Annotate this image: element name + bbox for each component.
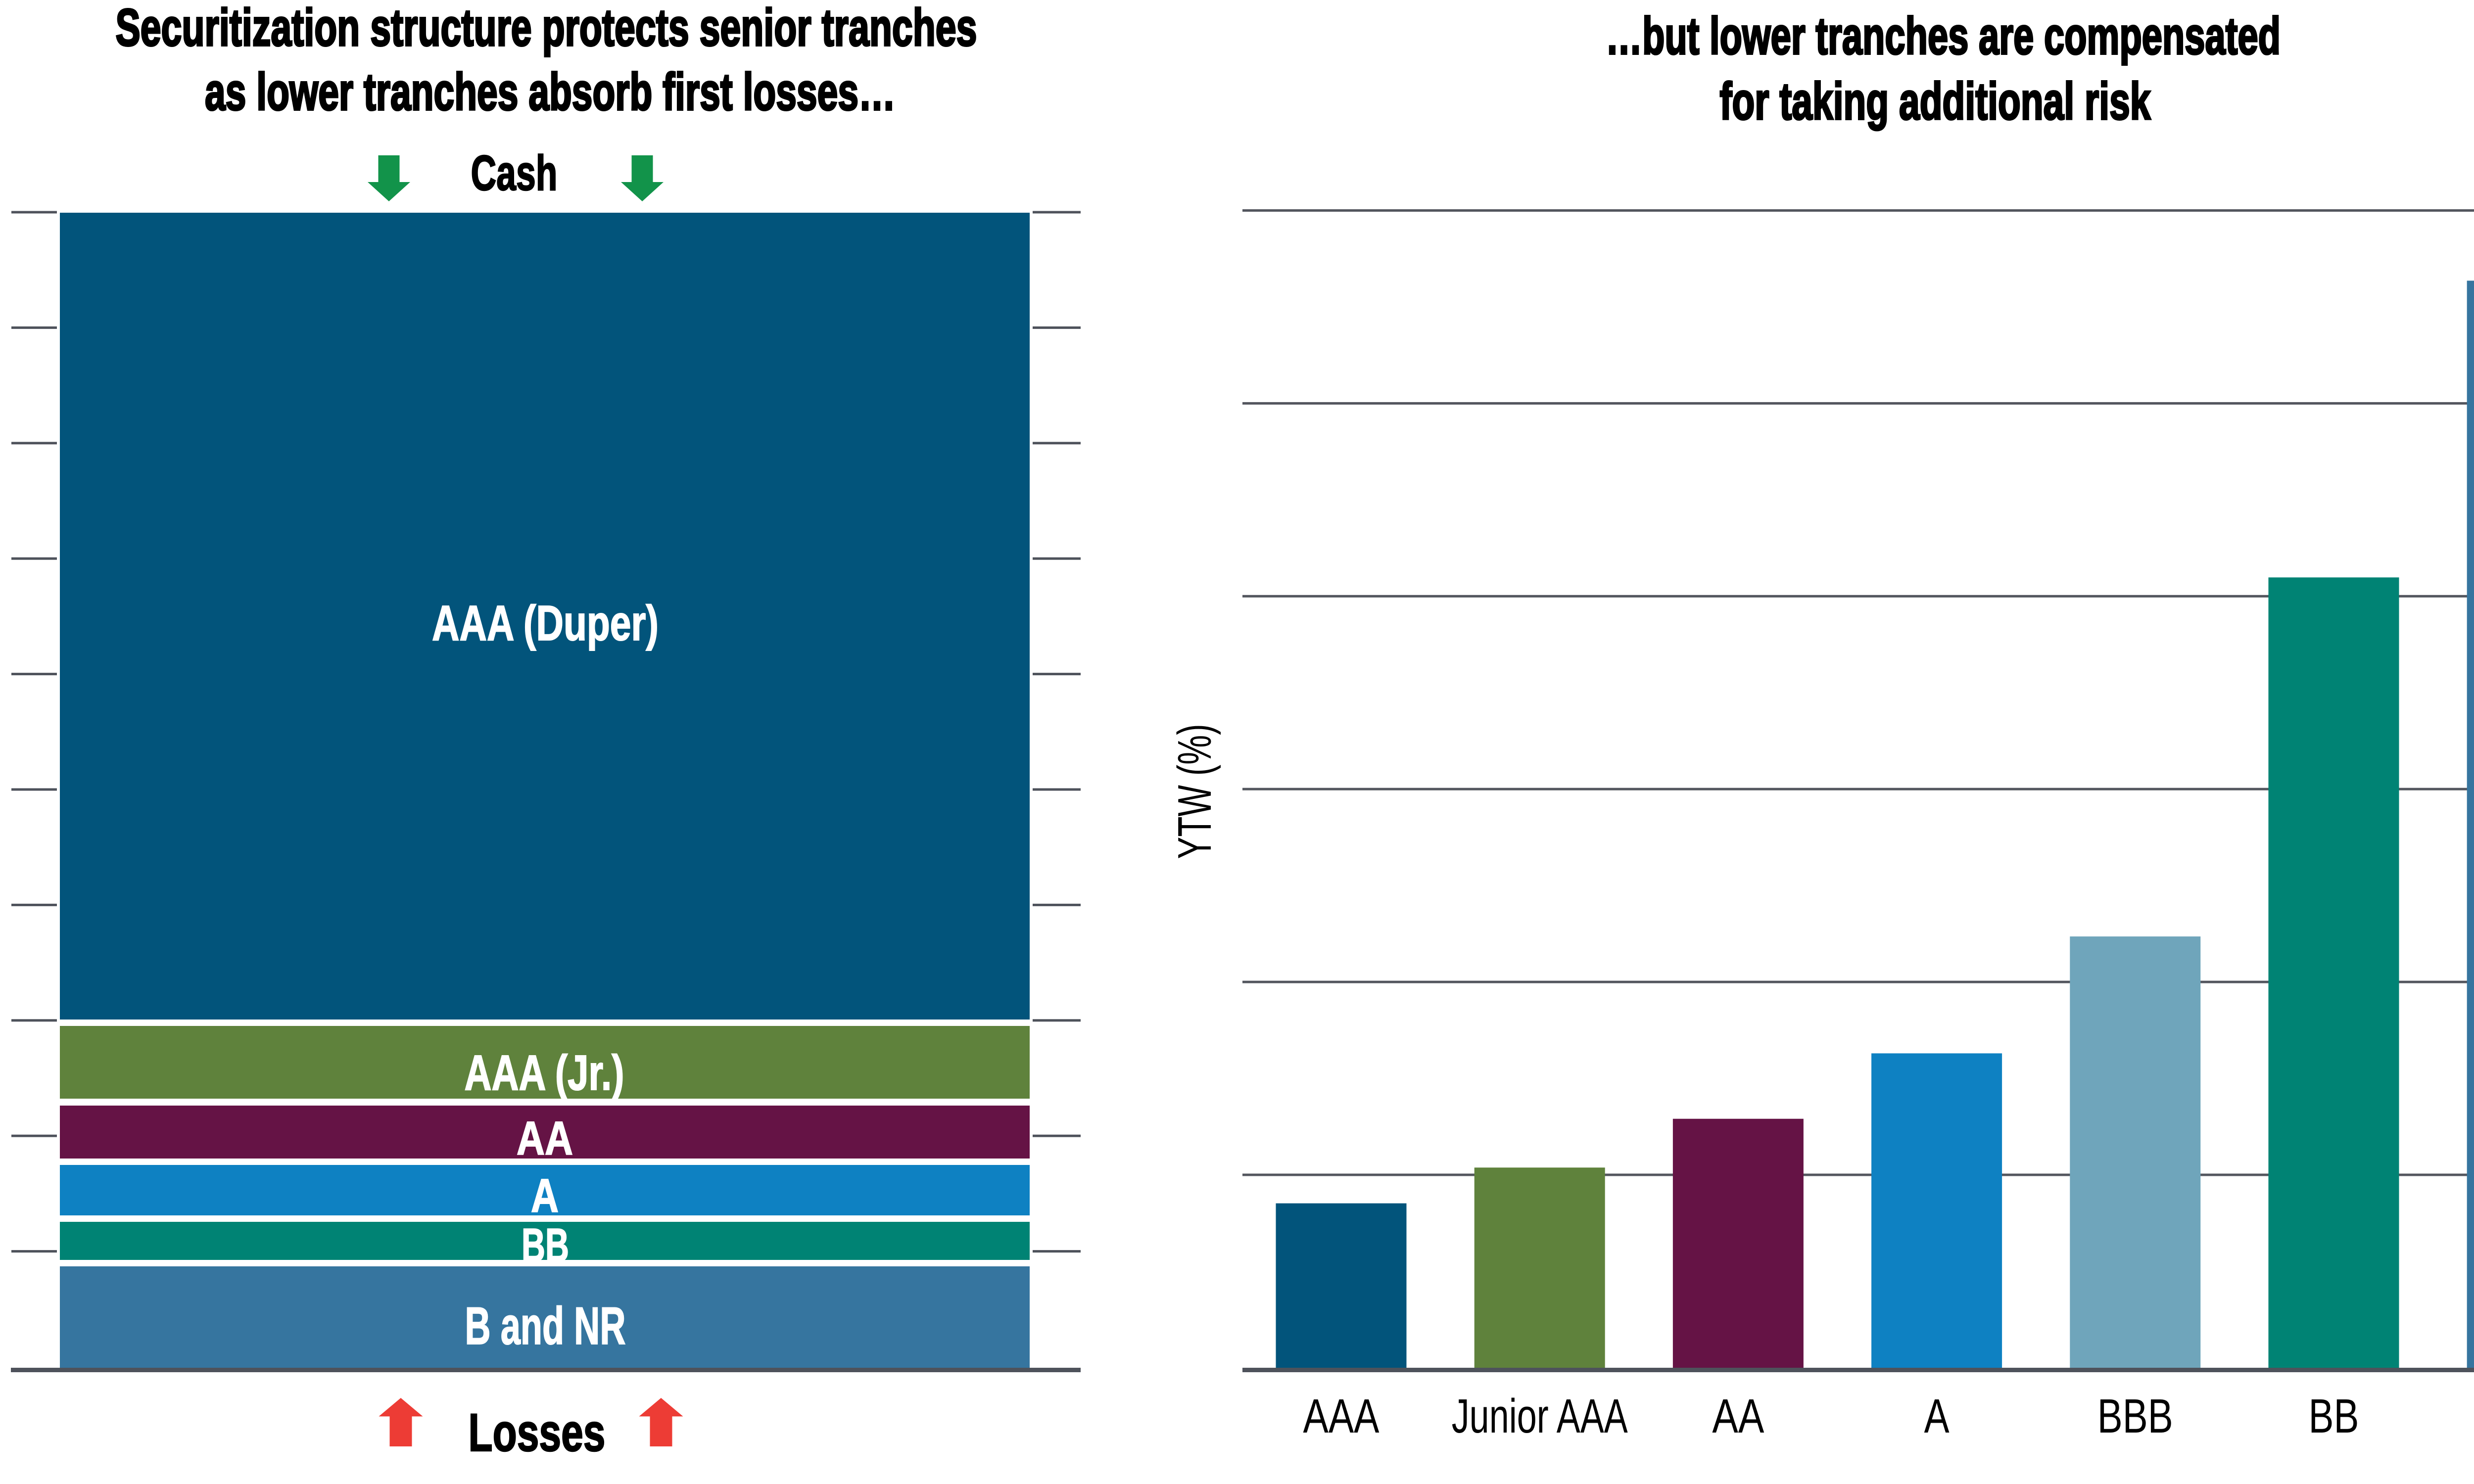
svg-text:BB: BB	[2309, 1389, 2359, 1443]
svg-text:AA: AA	[1712, 1389, 1764, 1443]
svg-text:Losses: Losses	[469, 1402, 606, 1462]
svg-text:AAA (Jr.): AAA (Jr.)	[465, 1045, 624, 1101]
svg-text:BBB: BBB	[2097, 1389, 2173, 1443]
svg-text:for taking additional risk: for taking additional risk	[1720, 72, 2151, 131]
svg-text:Securitization structure prote: Securitization structure protects senior…	[116, 0, 977, 57]
svg-text:AAA: AAA	[1303, 1389, 1380, 1443]
svg-text:YTW (%): YTW (%)	[1168, 724, 1221, 859]
svg-text:A: A	[531, 1169, 559, 1222]
svg-text:Junior AAA: Junior AAA	[1452, 1389, 1628, 1443]
svg-text:Cash: Cash	[471, 145, 558, 201]
svg-text:BB: BB	[522, 1219, 569, 1272]
svg-text:as lower tranches absorb first: as lower tranches absorb first losses…	[205, 63, 896, 121]
svg-text:AA: AA	[517, 1112, 573, 1165]
svg-text:B and NR: B and NR	[465, 1296, 626, 1355]
svg-text:…but lower tranches are compen: …but lower tranches are compensated	[1606, 7, 2281, 65]
svg-text:AAA (Duper): AAA (Duper)	[432, 596, 659, 651]
svg-text:A: A	[1924, 1389, 1950, 1443]
